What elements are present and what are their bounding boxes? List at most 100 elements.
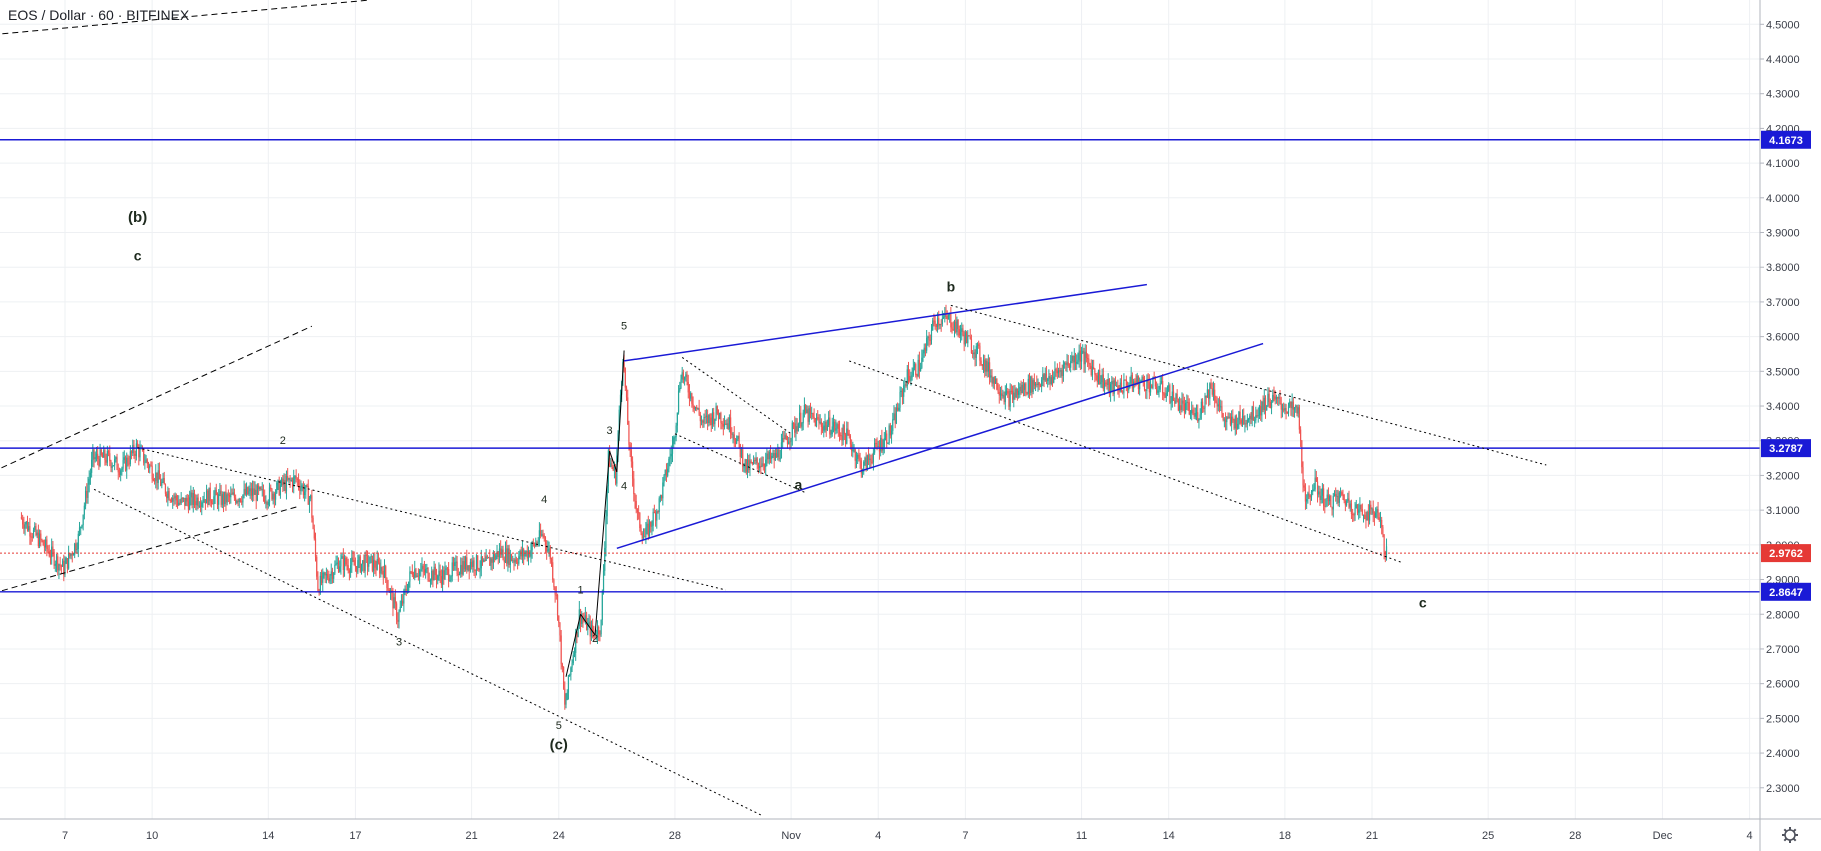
trend-line[interactable]: [681, 357, 792, 435]
candle: [241, 496, 243, 506]
candle: [173, 493, 175, 506]
candle: [389, 587, 392, 600]
candle: [1302, 461, 1304, 493]
candle: [420, 562, 422, 577]
candle: [1354, 502, 1356, 521]
candle: [1330, 494, 1332, 508]
candle: [759, 458, 761, 473]
candle: [490, 557, 492, 571]
candle: [1332, 492, 1334, 518]
candle: [1030, 375, 1032, 396]
candle: [237, 498, 239, 507]
candle: [797, 422, 799, 432]
settings-gear-icon[interactable]: [1782, 827, 1798, 843]
candle: [290, 477, 292, 482]
candle: [83, 502, 85, 520]
symbol-title[interactable]: EOS / Dollar · 60 · BITFINEX: [8, 7, 190, 23]
candle: [440, 569, 442, 589]
candle: [651, 520, 653, 536]
trend-line[interactable]: [616, 342, 1264, 550]
trend-lines[interactable]: [0, 0, 1547, 816]
candle: [916, 373, 918, 380]
candle: [884, 427, 887, 441]
wave-labels: (b) c 2 3 4 1 2 3 4 5 5 (c) a b c: [128, 209, 1427, 753]
candle: [281, 477, 283, 487]
price-tick-label: 4.0000: [1766, 193, 1800, 205]
candle: [988, 357, 991, 385]
trend-line[interactable]: [93, 488, 763, 816]
trend-line[interactable]: [616, 350, 625, 472]
candle: [291, 477, 294, 493]
candle: [370, 553, 372, 564]
candle: [1301, 440, 1303, 474]
trend-line[interactable]: [137, 447, 726, 591]
candle: [38, 529, 41, 549]
candle: [571, 659, 573, 673]
candle: [1247, 417, 1250, 423]
time-axis[interactable]: 7 10 14 17 21 24 28 Nov 4 7 11 14 18 21 25 28 Dec 4: [62, 830, 1753, 842]
candle: [120, 468, 122, 482]
candle: [1359, 497, 1361, 519]
candle: [1124, 379, 1126, 381]
candle: [1338, 490, 1340, 508]
candle: [635, 494, 637, 514]
candle: [233, 488, 236, 501]
candle: [274, 489, 277, 506]
candle: [214, 487, 216, 504]
candle: [774, 447, 776, 462]
candle: [386, 577, 388, 596]
candle: [531, 540, 533, 559]
candle: [1129, 376, 1131, 389]
candle: [952, 321, 954, 331]
candle: [1244, 415, 1246, 433]
candle: [965, 330, 968, 344]
candle: [1078, 344, 1080, 368]
candle: [549, 545, 551, 564]
candle: [454, 557, 456, 571]
trend-line[interactable]: [0, 506, 298, 594]
trend-line[interactable]: [0, 0, 371, 35]
candle: [1020, 380, 1022, 395]
candle: [310, 494, 312, 502]
candle: [340, 554, 342, 575]
candle: [1111, 375, 1113, 392]
candle: [837, 420, 839, 437]
trend-line[interactable]: [609, 450, 618, 473]
price-badge-label: 4.1673: [1769, 135, 1803, 147]
candle: [202, 495, 204, 508]
trend-line[interactable]: [0, 325, 313, 472]
candle: [1290, 401, 1292, 416]
trend-line[interactable]: [849, 360, 1402, 563]
candle: [668, 456, 670, 473]
candle: [1218, 396, 1221, 413]
candle: [1254, 416, 1256, 428]
candle: [198, 501, 200, 509]
candle: [1004, 385, 1006, 410]
candle: [238, 497, 240, 508]
candle: [415, 567, 417, 578]
horizontal-price-lines[interactable]: [0, 139, 1760, 593]
candle: [826, 419, 829, 432]
candle: [1101, 368, 1103, 389]
candle: [1222, 412, 1224, 422]
trend-line[interactable]: [623, 283, 1148, 362]
candle: [926, 330, 928, 354]
candle: [1313, 483, 1315, 492]
candle: [226, 492, 228, 506]
candle: [250, 482, 252, 501]
candle: [496, 544, 498, 560]
candle: [89, 468, 92, 485]
candle: [716, 405, 718, 416]
candle: [665, 463, 668, 483]
candle: [76, 542, 78, 554]
trend-line[interactable]: [580, 613, 596, 636]
candle: [501, 545, 503, 558]
candle: [972, 350, 974, 359]
trend-line[interactable]: [674, 433, 806, 494]
trend-line[interactable]: [594, 451, 611, 636]
candle: [1319, 485, 1321, 507]
price-tick-label: 2.3000: [1766, 783, 1800, 795]
trend-line[interactable]: [565, 614, 582, 677]
candle: [1028, 372, 1031, 399]
